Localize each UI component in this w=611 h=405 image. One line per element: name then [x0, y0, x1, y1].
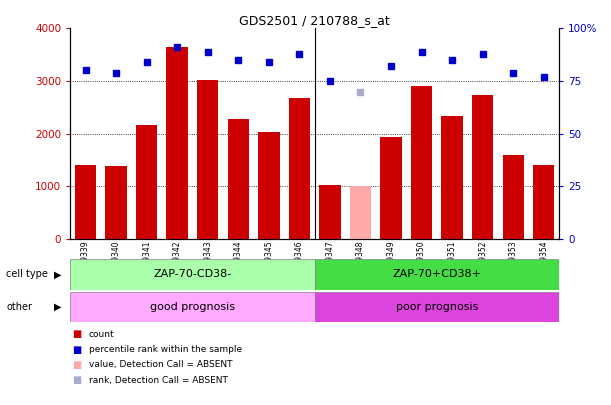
Text: cell type: cell type	[6, 269, 48, 279]
Bar	[315, 259, 559, 290]
Bar	[533, 165, 555, 239]
Bar	[70, 292, 315, 322]
Text: value, Detection Call = ABSENT: value, Detection Call = ABSENT	[89, 360, 232, 369]
Bar	[106, 166, 127, 239]
Title: GDS2501 / 210788_s_at: GDS2501 / 210788_s_at	[240, 14, 390, 27]
Text: ▶: ▶	[54, 269, 62, 279]
Bar	[472, 95, 494, 239]
Bar	[70, 259, 315, 290]
Bar	[136, 125, 158, 239]
Bar	[75, 165, 97, 239]
Text: ■: ■	[71, 360, 81, 370]
Bar	[258, 132, 280, 239]
Text: good prognosis: good prognosis	[150, 302, 235, 312]
Bar	[228, 119, 249, 239]
Text: ■: ■	[71, 345, 81, 354]
Bar	[315, 292, 559, 322]
Bar	[289, 98, 310, 239]
Text: poor prognosis: poor prognosis	[396, 302, 478, 312]
Bar	[166, 47, 188, 239]
Text: ZAP-70+CD38+: ZAP-70+CD38+	[392, 269, 481, 279]
Text: other: other	[6, 302, 32, 312]
Text: ZAP-70-CD38-: ZAP-70-CD38-	[153, 269, 232, 279]
Bar	[350, 186, 371, 239]
Bar	[442, 116, 463, 239]
Bar	[411, 86, 433, 239]
Text: ■: ■	[71, 329, 81, 339]
Text: rank, Detection Call = ABSENT: rank, Detection Call = ABSENT	[89, 376, 227, 385]
Bar	[381, 137, 402, 239]
Text: count: count	[89, 330, 114, 339]
Bar	[503, 155, 524, 239]
Bar	[197, 80, 219, 239]
Text: ■: ■	[71, 375, 81, 385]
Bar	[320, 185, 341, 239]
Text: percentile rank within the sample: percentile rank within the sample	[89, 345, 242, 354]
Text: ▶: ▶	[54, 302, 62, 312]
